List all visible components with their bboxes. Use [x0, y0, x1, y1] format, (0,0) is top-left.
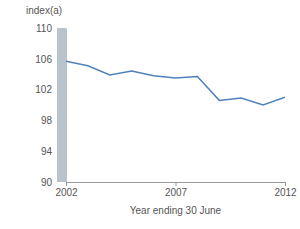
x-axis: 2002 2007 2012 [55, 182, 297, 198]
x-tick-mark [66, 182, 67, 186]
y-tick-label: 90 [41, 177, 53, 188]
x-tick-label: 2007 [165, 187, 188, 198]
chart-svg: 90 94 98 102 106 110 2002 2007 2012 index(a) Year … [0, 0, 300, 229]
x-tick: 2002 [55, 182, 78, 198]
y-tick-label: 94 [41, 146, 53, 157]
x-tick-mark [285, 182, 286, 186]
x-tick-label: 2002 [55, 187, 78, 198]
y-tick: 110 [36, 23, 66, 34]
y-axis-line [66, 29, 67, 183]
x-tick: 2007 [165, 182, 188, 198]
y-tick-label: 110 [36, 23, 52, 34]
y-tick: 98 [41, 115, 66, 126]
y-tick: 90 [41, 177, 66, 188]
x-tick-label: 2012 [274, 187, 297, 198]
y-tick: 94 [41, 146, 66, 157]
y-axis: 90 94 98 102 106 110 [35, 23, 66, 188]
x-tick: 2012 [274, 182, 297, 198]
axis-break [57, 28, 66, 182]
plot: 90 94 98 102 106 110 2002 2007 2012 [35, 23, 297, 198]
data-line [66, 61, 285, 105]
x-axis-title: Year ending 30 June [130, 205, 222, 216]
chart-container: 90 94 98 102 106 110 2002 2007 2012 index(a) Year … [0, 0, 300, 229]
y-tick: 106 [35, 54, 66, 65]
x-tick-mark [176, 182, 177, 186]
y-tick-label: 98 [41, 115, 53, 126]
y-axis-title: index(a) [26, 5, 62, 16]
y-tick: 102 [35, 84, 66, 95]
y-tick-label: 106 [35, 54, 52, 65]
y-tick-label: 102 [35, 84, 52, 95]
data-layer [66, 61, 285, 105]
